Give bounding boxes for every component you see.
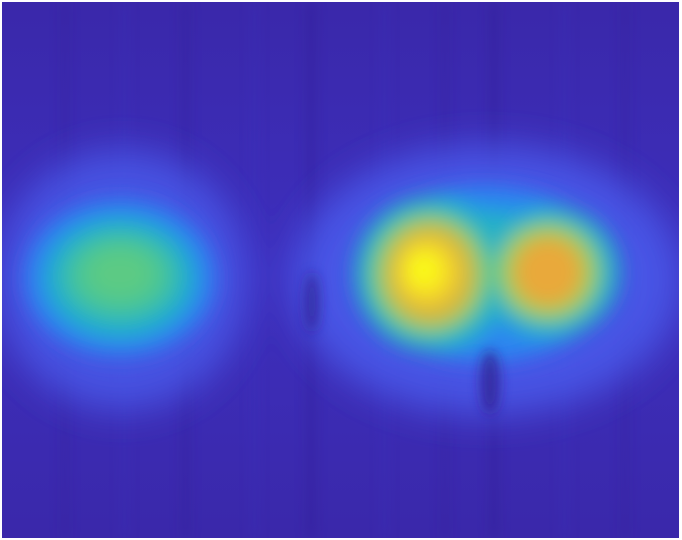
dark-notch — [304, 272, 500, 414]
right-cluster — [354, 186, 620, 362]
left-blob — [25, 200, 215, 356]
